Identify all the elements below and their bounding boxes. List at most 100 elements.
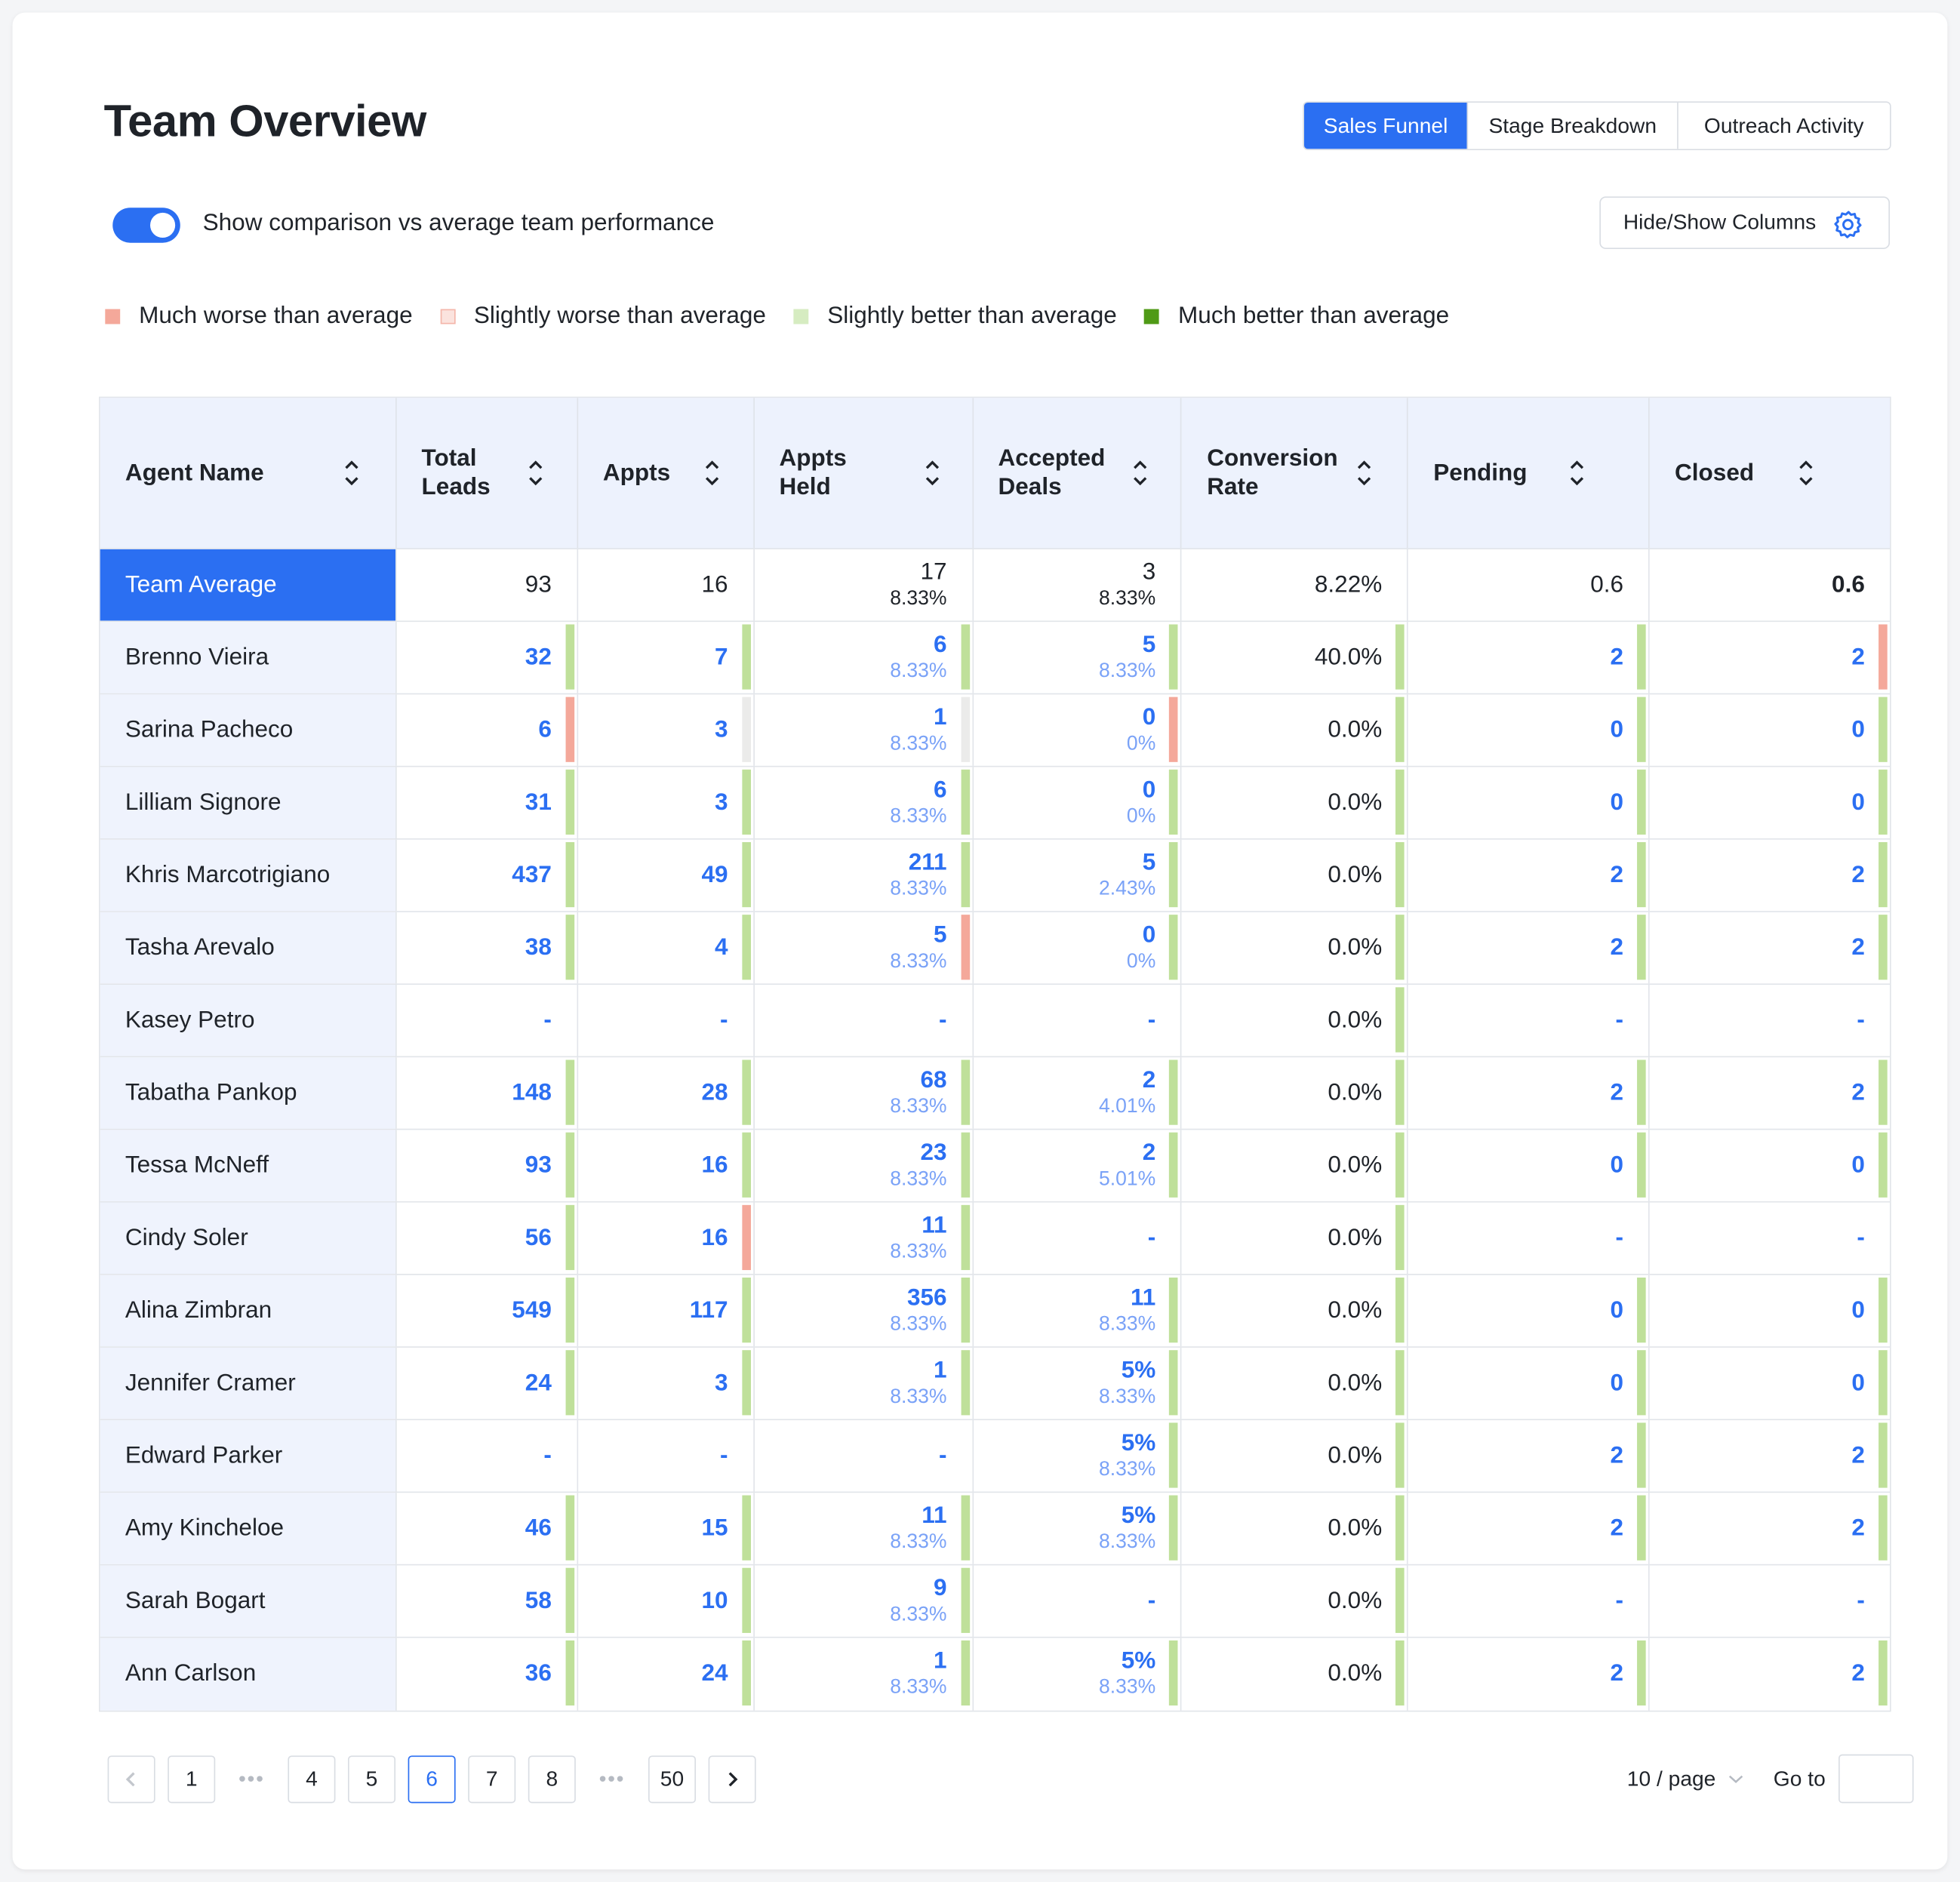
cell-value[interactable]: 2 — [1610, 933, 1624, 961]
cell-value[interactable]: 56 — [525, 1224, 552, 1251]
cell-value[interactable]: 549 — [512, 1296, 552, 1324]
cell-value[interactable]: 38 — [525, 933, 552, 961]
agent-name[interactable]: Sarina Pacheco — [100, 694, 395, 766]
cell-value[interactable]: 0 — [1142, 921, 1156, 949]
agent-name[interactable]: Jennifer Cramer — [100, 1347, 395, 1419]
cell-value[interactable]: 1 — [933, 703, 947, 730]
tab-outreach-activity[interactable]: Outreach Activity — [1676, 102, 1891, 149]
cell-value[interactable]: 16 — [701, 1224, 728, 1251]
column-header-accepted-deals[interactable]: Accepted Deals — [971, 398, 1181, 549]
column-header-appts-held[interactable]: Appts Held — [752, 398, 972, 549]
cell-value[interactable]: 356 — [906, 1284, 947, 1311]
cell-value[interactable]: 46 — [525, 1515, 552, 1542]
cell-value[interactable]: 2 — [1851, 861, 1865, 888]
page-8-button[interactable]: 8 — [528, 1754, 576, 1803]
cell-value[interactable]: 5 — [1142, 631, 1156, 658]
cell-value[interactable]: 0 — [1851, 1296, 1865, 1324]
cell-value[interactable]: 0 — [1851, 1152, 1865, 1179]
cell-value[interactable]: 0 — [1610, 1296, 1624, 1324]
cell-value[interactable]: 4 — [714, 933, 728, 961]
cell-value[interactable]: 5 — [1142, 849, 1156, 875]
cell-value[interactable]: 211 — [908, 849, 947, 875]
cell-value[interactable]: 6 — [538, 716, 552, 743]
cell-value[interactable]: 6 — [933, 631, 947, 658]
cell-value[interactable]: 2 — [1851, 644, 1865, 670]
agent-name[interactable]: Kasey Petro — [100, 985, 395, 1056]
sort-icon[interactable] — [1798, 457, 1815, 489]
cell-value[interactable]: 2 — [1610, 861, 1624, 888]
cell-value[interactable]: 5% — [1121, 1647, 1156, 1674]
cell-value[interactable]: 2 — [1142, 1066, 1156, 1093]
page-4-button[interactable]: 4 — [288, 1754, 336, 1803]
page-5-button[interactable]: 5 — [348, 1754, 396, 1803]
cell-value[interactable]: 148 — [512, 1079, 552, 1106]
cell-value[interactable]: 32 — [525, 644, 552, 670]
cell-value[interactable]: 31 — [525, 789, 552, 816]
tab-sales-funnel[interactable]: Sales Funnel — [1303, 102, 1468, 149]
next-page-button[interactable] — [708, 1754, 756, 1803]
cell-value[interactable]: 49 — [701, 861, 728, 888]
cell-value[interactable]: 10 — [701, 1587, 728, 1614]
cell-value[interactable]: 1 — [933, 1357, 947, 1384]
cell-value[interactable]: 0 — [1851, 789, 1865, 816]
cell-value[interactable]: 68 — [920, 1066, 947, 1093]
cell-value[interactable]: 24 — [701, 1660, 728, 1687]
pagination-ellipsis[interactable]: ••• — [598, 1766, 626, 1791]
cell-value[interactable]: 2 — [1851, 1515, 1865, 1542]
sort-icon[interactable] — [1131, 457, 1148, 489]
cell-value[interactable]: 3 — [714, 789, 728, 816]
comparison-toggle[interactable] — [112, 208, 180, 243]
cell-value[interactable]: 28 — [701, 1079, 728, 1106]
agent-name[interactable]: Edward Parker — [100, 1420, 395, 1492]
cell-value[interactable]: 0 — [1610, 789, 1624, 816]
cell-value[interactable]: 0 — [1851, 716, 1865, 743]
cell-value[interactable]: 9 — [933, 1574, 947, 1601]
cell-value[interactable]: 2 — [1142, 1139, 1156, 1166]
column-header-total-leads[interactable]: Total Leads — [395, 398, 577, 549]
cell-value[interactable]: 2 — [1610, 644, 1624, 670]
pagination-ellipsis[interactable]: ••• — [238, 1766, 265, 1791]
page-1-button[interactable]: 1 — [168, 1754, 216, 1803]
cell-value[interactable]: 5% — [1121, 1429, 1156, 1456]
agent-name[interactable]: Cindy Soler — [100, 1202, 395, 1275]
page-size-select[interactable]: 10 / page — [1627, 1767, 1743, 1791]
cell-value[interactable]: 2 — [1851, 1079, 1865, 1106]
sort-icon[interactable] — [1356, 457, 1374, 489]
cell-value[interactable]: 11 — [922, 1211, 947, 1238]
cell-value[interactable]: 2 — [1851, 933, 1865, 961]
cell-value[interactable]: 24 — [525, 1369, 552, 1396]
cell-value[interactable]: 0 — [1610, 716, 1624, 743]
cell-value[interactable]: 117 — [689, 1296, 728, 1324]
agent-name[interactable]: Khris Marcotrigiano — [100, 839, 395, 912]
page-6-button[interactable]: 6 — [408, 1754, 456, 1803]
cell-value[interactable]: 16 — [701, 1152, 728, 1179]
tab-stage-breakdown[interactable]: Stage Breakdown — [1467, 102, 1677, 149]
cell-value[interactable]: 5% — [1121, 1502, 1156, 1529]
page-7-button[interactable]: 7 — [468, 1754, 516, 1803]
cell-value[interactable]: 0 — [1142, 776, 1156, 803]
agent-name[interactable]: Tessa McNeff — [100, 1130, 395, 1201]
sort-icon[interactable] — [527, 457, 544, 489]
column-header-closed[interactable]: Closed — [1648, 398, 1890, 549]
cell-value[interactable]: 23 — [920, 1139, 947, 1166]
cell-value[interactable]: 7 — [714, 644, 728, 670]
cell-value[interactable]: 15 — [701, 1515, 728, 1542]
agent-name[interactable]: Alina Zimbran — [100, 1275, 395, 1347]
cell-value[interactable]: 0 — [1610, 1152, 1624, 1179]
cell-value[interactable]: 2 — [1610, 1442, 1624, 1468]
cell-value[interactable]: 3 — [714, 716, 728, 743]
agent-name[interactable]: Brenno Vieira — [100, 622, 395, 693]
cell-value[interactable]: 11 — [922, 1502, 947, 1529]
cell-value[interactable]: 0 — [1851, 1369, 1865, 1396]
cell-value[interactable]: 93 — [525, 1152, 552, 1179]
cell-value[interactable]: 0 — [1142, 703, 1156, 730]
sort-icon[interactable] — [923, 457, 940, 489]
cell-value[interactable]: 2 — [1851, 1660, 1865, 1687]
goto-input[interactable] — [1838, 1754, 1914, 1804]
cell-value[interactable]: 2 — [1851, 1442, 1865, 1468]
sort-icon[interactable] — [343, 457, 360, 489]
agent-name[interactable]: Tasha Arevalo — [100, 912, 395, 984]
cell-value[interactable]: 36 — [525, 1660, 552, 1687]
cell-value[interactable]: 3 — [714, 1369, 728, 1396]
cell-value[interactable]: 437 — [512, 861, 552, 888]
